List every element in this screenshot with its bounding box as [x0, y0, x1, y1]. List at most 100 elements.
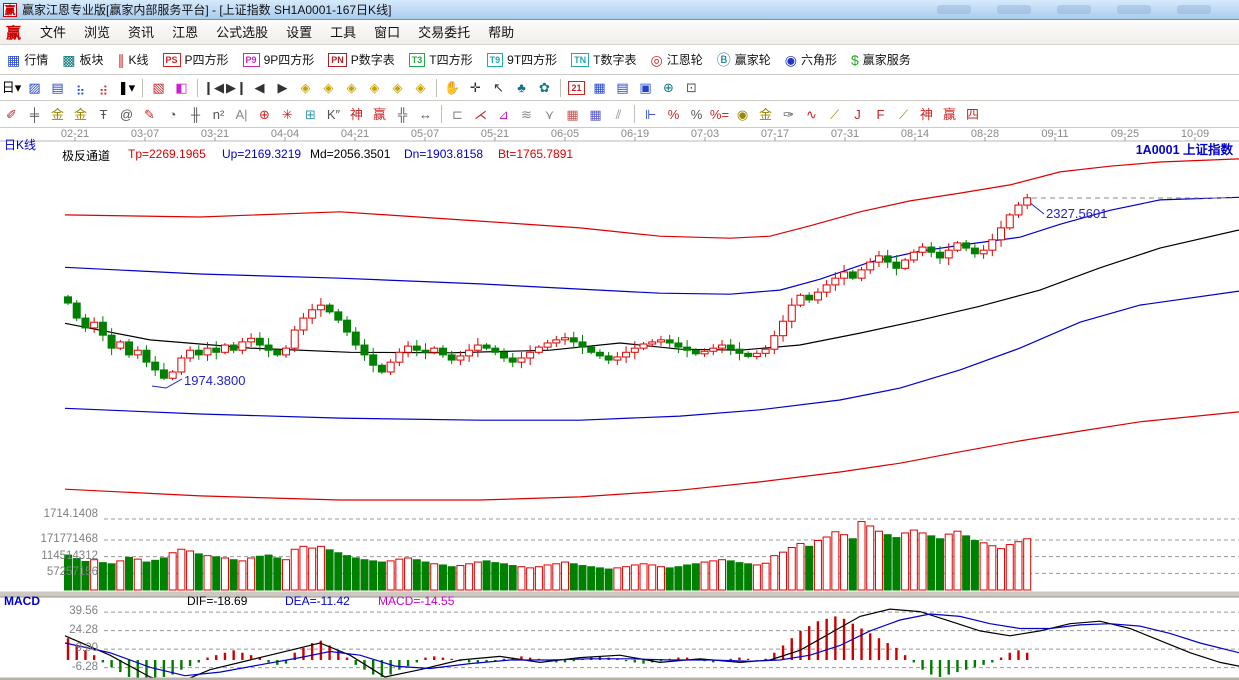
tool-pointer[interactable]: ↖	[487, 78, 510, 98]
menu-item-7[interactable]: 工具	[321, 23, 365, 42]
draw-grid-comb[interactable]: ╫	[184, 104, 207, 124]
tool-info-panel[interactable]: ▤	[46, 78, 69, 98]
zoom-horizontal-diamond[interactable]: ◈	[340, 78, 363, 98]
draw-grid-red[interactable]: ▦	[561, 104, 584, 124]
expand-up-diamond[interactable]: ◈	[409, 78, 432, 98]
draw-gold-ray[interactable]: ⟋	[892, 104, 915, 124]
tb-kline[interactable]: ∥K线	[111, 49, 156, 70]
menu-item-5[interactable]: 公式选股	[207, 23, 277, 42]
draw-ying-line[interactable]: 赢	[938, 104, 961, 124]
draw-shen-comb[interactable]: 神	[345, 104, 368, 124]
candle-body	[300, 318, 307, 330]
tool-period-day[interactable]: 日▾	[0, 78, 23, 98]
menu-item-4[interactable]: 江恩	[163, 23, 207, 42]
draw-123-comb[interactable]: ╬	[391, 104, 414, 124]
draw-f-comb[interactable]: Ŧ	[92, 104, 115, 124]
menu-item-9[interactable]: 交易委托	[409, 23, 479, 42]
compress-diamond[interactable]: ◈	[363, 78, 386, 98]
tool-hand[interactable]: ✋	[441, 78, 464, 98]
draw-grid-target[interactable]: ⊞	[299, 104, 322, 124]
draw-spiral[interactable]: @	[115, 104, 138, 124]
candle-body	[771, 336, 778, 349]
draw-v-dots[interactable]: ⋎	[538, 104, 561, 124]
draw-ying-comb[interactable]: 赢	[368, 104, 391, 124]
menu-item-2[interactable]: 浏览	[75, 23, 119, 42]
nav-next[interactable]: ▶	[271, 78, 294, 98]
draw-grid-blue[interactable]: ▦	[584, 104, 607, 124]
draw-starburst[interactable]: ✳	[276, 104, 299, 124]
draw-width[interactable]: ↔	[414, 104, 437, 124]
menu-item-3[interactable]: 资讯	[119, 23, 163, 42]
draw-fan-grid[interactable]: ⊿	[492, 104, 515, 124]
draw-gold-comb[interactable]: 金	[46, 104, 69, 124]
draw-percent-lines[interactable]: %=	[708, 104, 731, 124]
draw-target[interactable]: ⊕	[253, 104, 276, 124]
draw-gann-knife[interactable]: ✐	[0, 104, 23, 124]
draw-comb[interactable]: ╪	[23, 104, 46, 124]
draw-shen-line[interactable]: 神	[915, 104, 938, 124]
tool-print[interactable]: ⊡	[680, 78, 703, 98]
draw-gold-angle[interactable]: ⟋	[823, 104, 846, 124]
menu-item-8[interactable]: 窗口	[365, 23, 409, 42]
menu-item-1[interactable]: 文件	[31, 23, 75, 42]
tool-crosshair[interactable]: ✛	[464, 78, 487, 98]
draw-bars-scale[interactable]: ⊩	[639, 104, 662, 124]
draw-angle[interactable]: A|	[230, 104, 253, 124]
nav-first[interactable]: ❙◀	[202, 78, 225, 98]
draw-wave[interactable]: ∿	[800, 104, 823, 124]
draw-fan-red[interactable]: ⋌	[469, 104, 492, 124]
tb-sectors[interactable]: ▩板块	[55, 49, 110, 70]
draw-ink-pen[interactable]: ✑	[777, 104, 800, 124]
tool-bars-9[interactable]: ⣴	[92, 78, 115, 98]
draw-time-cycle[interactable]: ◔	[161, 104, 184, 124]
nav-last[interactable]: ▶❙	[225, 78, 248, 98]
candle-body	[666, 340, 673, 343]
draw-percent-red[interactable]: %	[662, 104, 685, 124]
draw-slashes[interactable]: ⫽	[607, 104, 630, 124]
tool-network[interactable]: ⊕	[657, 78, 680, 98]
tool-candle-style[interactable]: ❚▾	[115, 78, 138, 98]
draw-f-line[interactable]: F	[869, 104, 892, 124]
tool-save[interactable]: ▣	[634, 78, 657, 98]
draw-fan-lines[interactable]: ≋	[515, 104, 538, 124]
tool-chart-template[interactable]: ▨	[23, 78, 46, 98]
tool-zigzag[interactable]: ▧	[147, 78, 170, 98]
indicator-up-value: Up=2169.3219	[222, 147, 301, 161]
tb-9t-square[interactable]: T99T四方形	[480, 49, 565, 70]
tb-t-table[interactable]: TNT数字表	[564, 49, 643, 70]
draw-j-line[interactable]: J	[846, 104, 869, 124]
draw-percent[interactable]: %	[685, 104, 708, 124]
expand-down-diamond[interactable]: ◈	[386, 78, 409, 98]
menu-item-6[interactable]: 设置	[277, 23, 321, 42]
tb-winner-service[interactable]: $赢家服务	[844, 49, 918, 70]
jump-left-diamond[interactable]: ◈	[294, 78, 317, 98]
tb-winner-wheel[interactable]: Ⓑ赢家轮	[710, 49, 778, 70]
tb-t-square[interactable]: T3T四方形	[402, 49, 480, 70]
draw-k-mark[interactable]: K″	[322, 104, 345, 124]
tb-p-table[interactable]: PNP数字表	[321, 49, 402, 70]
jump-right-diamond[interactable]: ◈	[317, 78, 340, 98]
draw-gold-level[interactable]: 金	[754, 104, 777, 124]
nav-prev[interactable]: ◀	[248, 78, 271, 98]
tool-volume-profile[interactable]: ◧	[170, 78, 193, 98]
tool-calculator[interactable]: ▦	[588, 78, 611, 98]
draw-n2[interactable]: n²	[207, 104, 230, 124]
tb-p-square[interactable]: PSP四方形	[156, 49, 236, 70]
menu-item-10[interactable]: 帮助	[479, 23, 523, 42]
candle-body	[422, 350, 429, 352]
tool-dragon[interactable]: ✿	[533, 78, 556, 98]
candle-body	[631, 348, 638, 352]
draw-grid-corner[interactable]: ⊏	[446, 104, 469, 124]
tb-gann-wheel[interactable]: ◎江恩轮	[644, 49, 710, 70]
draw-gold-circle[interactable]: ◉	[731, 104, 754, 124]
tool-calendar[interactable]: 21	[565, 78, 588, 98]
draw-four-line[interactable]: 四	[961, 104, 984, 124]
tb-9p-square[interactable]: P99P四方形	[236, 49, 322, 70]
tb-quotes[interactable]: ▦行情	[0, 49, 55, 70]
tool-report[interactable]: ▤	[611, 78, 634, 98]
tb-hexagon[interactable]: ◉六角形	[778, 49, 844, 70]
draw-gold-comb2[interactable]: 金	[69, 104, 92, 124]
tool-gann-module[interactable]: ♣	[510, 78, 533, 98]
tool-bars-3[interactable]: ⣦	[69, 78, 92, 98]
draw-pen[interactable]: ✎	[138, 104, 161, 124]
